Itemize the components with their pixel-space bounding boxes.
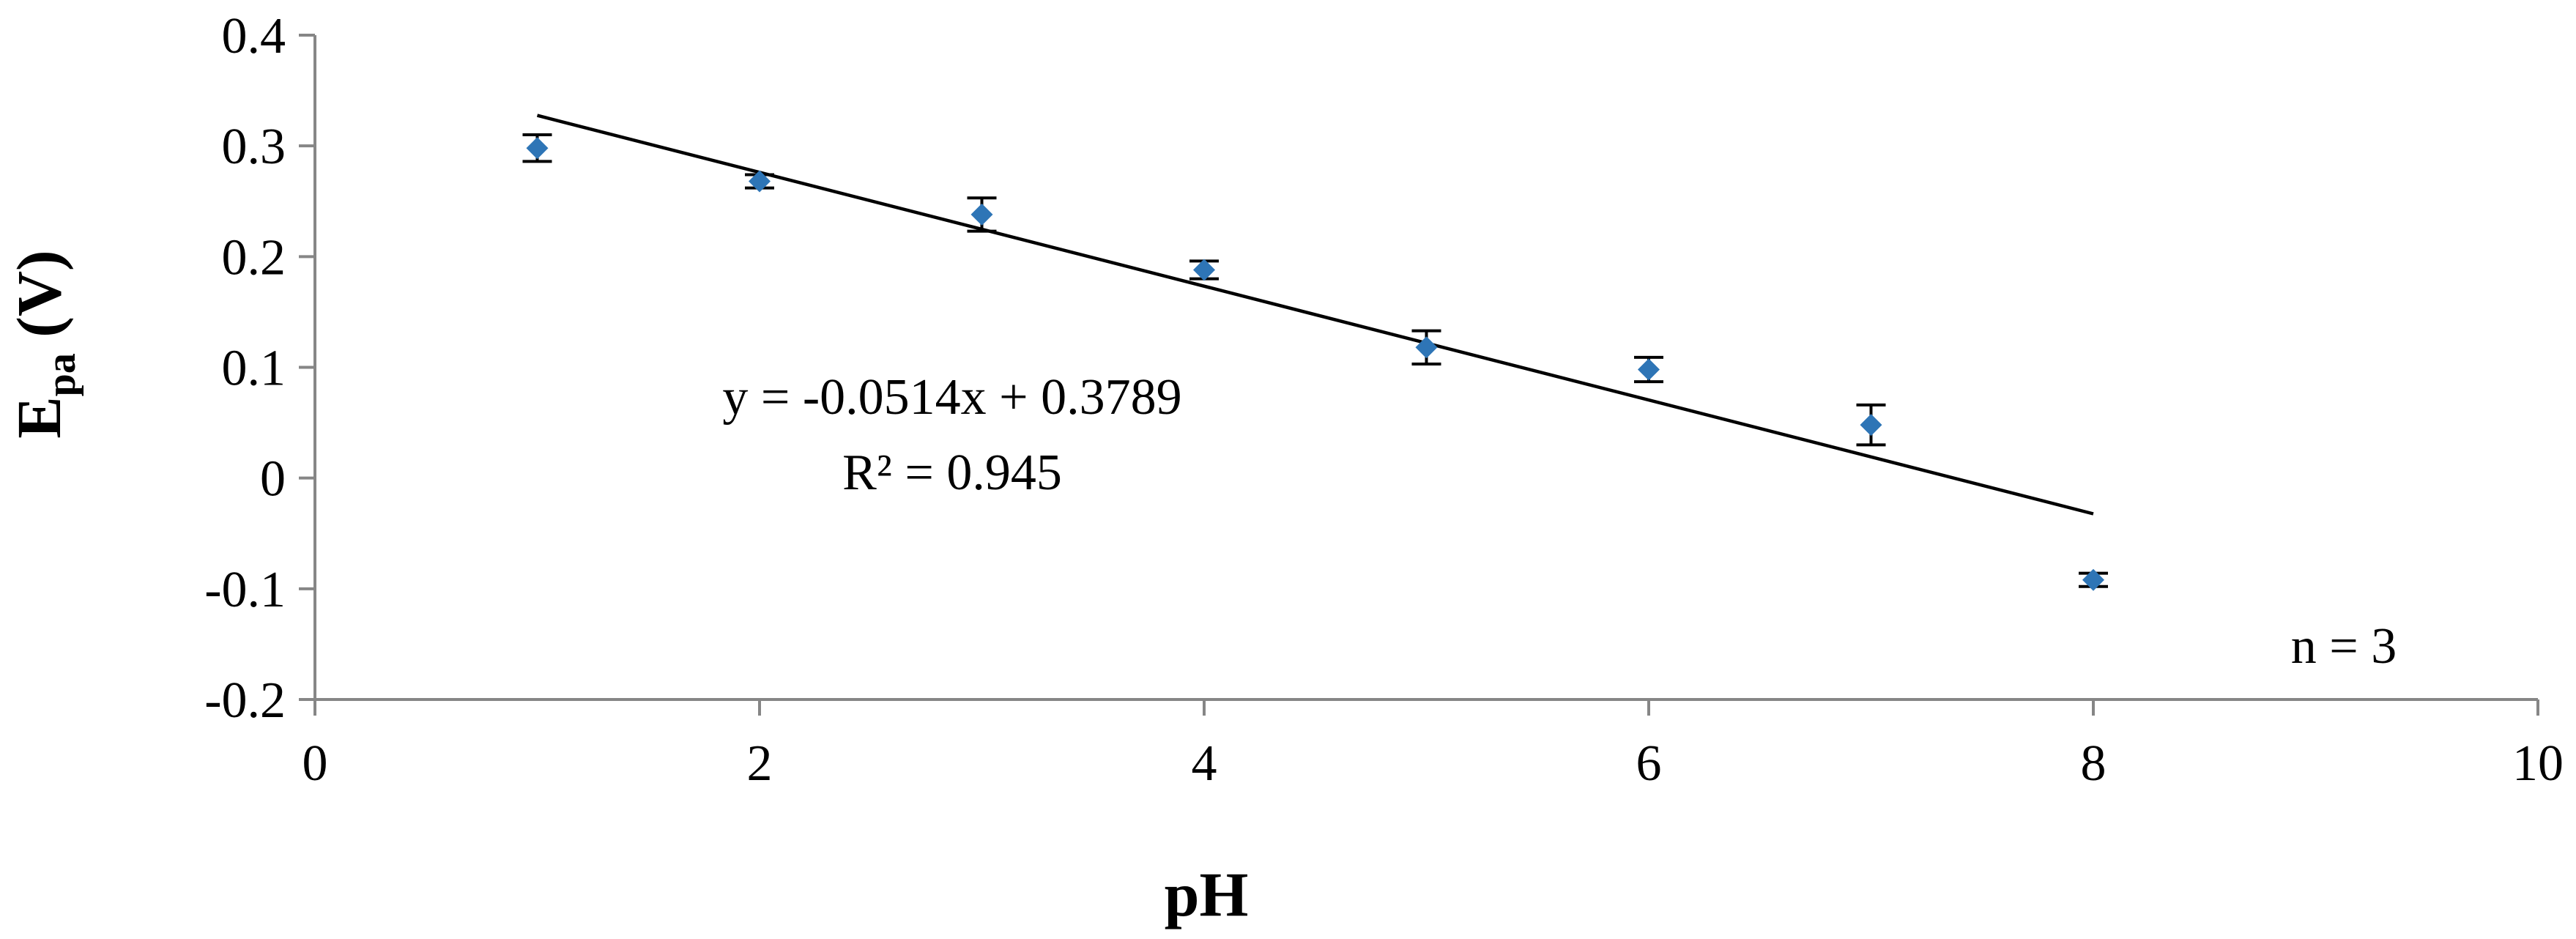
y-tick-label: 0.3 — [222, 119, 286, 175]
y-tick-label: -0.2 — [204, 672, 286, 729]
tick-labels: -0.2 -0.1 0 0.1 0.2 0.3 0.4 0 2 4 6 8 10 — [204, 8, 2564, 792]
y-axis-title-subscript: pa — [39, 353, 84, 396]
y-tick-label: 0.2 — [222, 229, 286, 286]
data-points — [526, 137, 2104, 591]
x-tick-label: 8 — [2081, 735, 2107, 792]
x-tick-label: 10 — [2512, 735, 2564, 792]
data-point — [970, 203, 993, 226]
axes — [299, 34, 2539, 716]
x-axis-title: pH — [1165, 859, 1249, 929]
trendline — [536, 114, 2094, 516]
data-point — [1638, 358, 1660, 381]
r-squared-label: R² = 0.945 — [842, 445, 1062, 501]
sample-count-label: n = 3 — [2291, 618, 2397, 675]
data-point — [1193, 259, 1215, 281]
x-tick-label: 2 — [747, 735, 773, 792]
y-axis-title-spacer — [4, 338, 74, 354]
y-tick-label: 0 — [260, 451, 286, 508]
x-tick-label: 4 — [1192, 735, 1217, 792]
y-axis-title: Epa (V) — [4, 250, 84, 438]
data-point — [749, 170, 771, 193]
data-point — [1860, 414, 1882, 437]
error-bars — [522, 133, 2108, 588]
data-point — [2082, 568, 2104, 591]
y-tick-label: 0.1 — [222, 341, 286, 397]
y-axis-title-unit: (V) — [4, 250, 74, 337]
x-tick-label: 6 — [1636, 735, 1662, 792]
trendline-layer — [536, 114, 2094, 516]
y-tick-label: -0.1 — [204, 562, 286, 618]
data-point — [526, 137, 549, 160]
y-tick-label: 0.4 — [222, 8, 286, 64]
data-point — [1415, 336, 1438, 359]
x-tick-label: 0 — [302, 735, 328, 792]
trendline-equation: y = -0.0514x + 0.3789 — [722, 369, 1181, 426]
y-axis-title-main: E — [4, 396, 74, 438]
